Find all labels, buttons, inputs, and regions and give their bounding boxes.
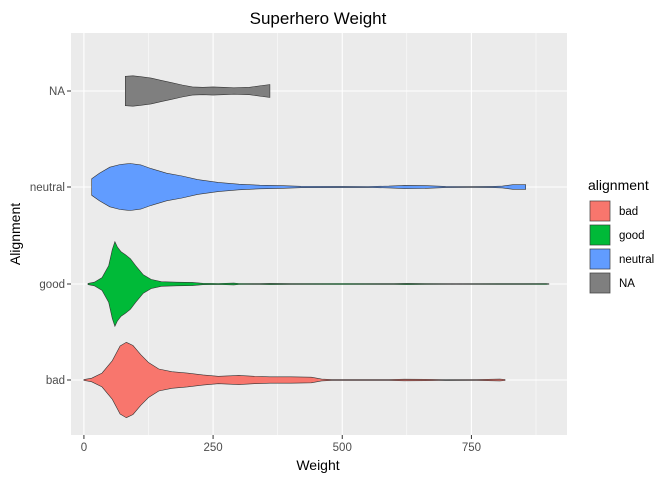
legend: alignment bad good neutral NA: [588, 177, 654, 294]
y-tick-label: bad: [46, 375, 65, 387]
x-tick-label: 750: [462, 442, 481, 454]
legend-swatch-na: [589, 272, 611, 294]
x-axis-title: Weight: [296, 457, 339, 473]
legend-swatch-good: [589, 224, 611, 246]
y-tick-label: NA: [49, 86, 65, 98]
y-axis: bad good neutral NA: [30, 86, 71, 387]
violin-na: [125, 75, 271, 107]
x-axis: 0 250 500 750: [81, 435, 481, 454]
legend-label: bad: [619, 206, 638, 218]
violin-neutral: [91, 163, 526, 211]
legend-title: alignment: [588, 177, 649, 193]
violin-good: [87, 240, 550, 328]
x-tick-label: 0: [81, 442, 87, 454]
x-tick-label: 500: [333, 442, 352, 454]
violin-layer: [83, 75, 550, 419]
x-tick-label: 250: [203, 442, 222, 454]
violin-bad: [83, 341, 506, 419]
chart-title: Superhero Weight: [250, 9, 387, 28]
legend-label: good: [619, 230, 645, 242]
legend-swatch-bad: [589, 200, 611, 222]
y-tick-label: good: [39, 279, 65, 291]
legend-label: NA: [619, 278, 635, 290]
legend-swatch-neutral: [589, 248, 611, 270]
y-axis-title: Alignment: [7, 203, 23, 265]
legend-label: neutral: [619, 254, 654, 266]
y-tick-label: neutral: [30, 182, 65, 194]
